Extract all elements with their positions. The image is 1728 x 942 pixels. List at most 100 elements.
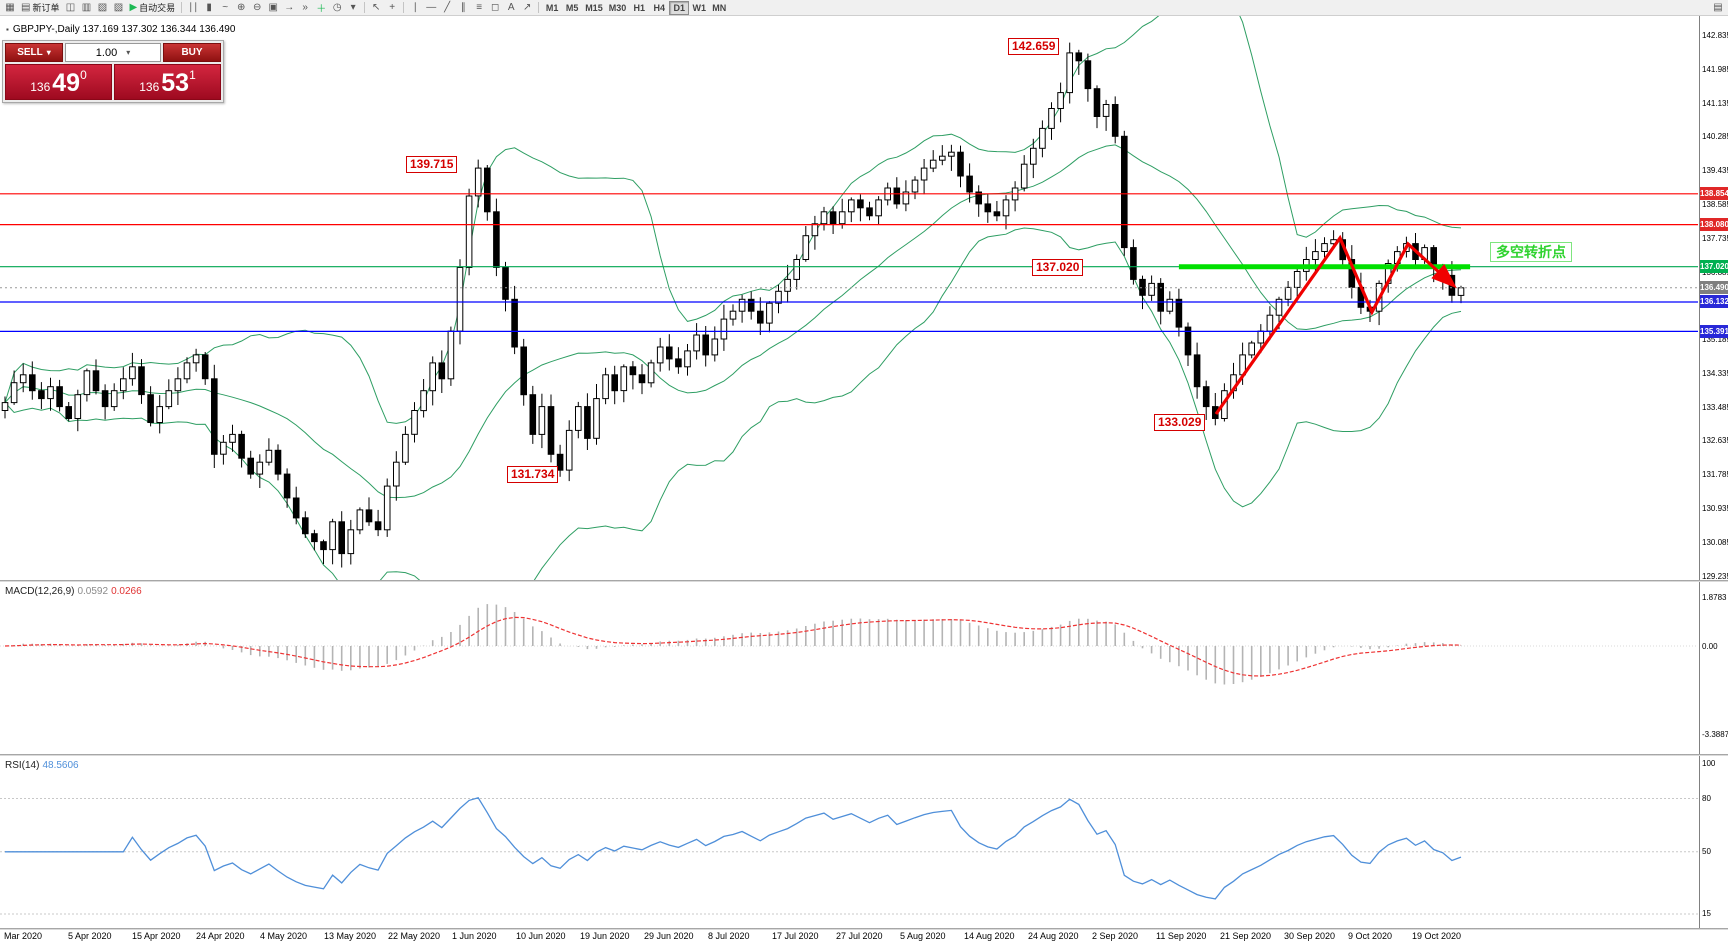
chart-window-menu-button[interactable]: ▤: [1713, 2, 1723, 13]
buy-price-tile[interactable]: 136 53 1: [114, 64, 221, 100]
shapes-tool-button[interactable]: ◻: [487, 1, 503, 15]
rsi-axis-label: 50: [1702, 847, 1711, 857]
timeframe-m5-button[interactable]: M5: [565, 2, 579, 13]
new-chart-button[interactable]: ▦: [2, 1, 18, 15]
symbol-ohlc-text: GBPJPY-,Daily 137.169 137.302 136.344 13…: [12, 24, 236, 35]
rsi-line: [5, 797, 1462, 900]
timeframe-m30-button[interactable]: M30: [608, 2, 627, 13]
timeframe-mn-button[interactable]: MN: [712, 2, 727, 13]
candlestick-chart[interactable]: [0, 16, 1698, 580]
sell-big-figure: 136: [30, 80, 51, 94]
fibonacci-tool-button[interactable]: ≡: [471, 1, 487, 15]
time-axis-label: 5 Apr 2020: [68, 931, 112, 941]
sell-button[interactable]: SELL ▾: [5, 43, 63, 62]
arrow-tool-button[interactable]: ↗: [519, 1, 535, 15]
zoom-in-button[interactable]: ⊕: [233, 1, 249, 15]
one-click-trading-panel: SELL ▾ 1.00 ▾ BUY 136 49 0 136 53 1: [2, 40, 224, 103]
candlestick-mode-button[interactable]: ▮: [201, 1, 217, 15]
horizontal-lines[interactable]: [0, 193, 1698, 332]
price-callout-142.659[interactable]: 142.659: [1008, 38, 1060, 55]
data-window-button[interactable]: ▧: [94, 1, 110, 15]
macd-main-value: 0.0592: [77, 586, 109, 597]
text-tool-icon: A: [507, 2, 515, 13]
timeframe-m15-button[interactable]: M15: [585, 2, 603, 13]
chart-profiles-button[interactable]: ◫: [62, 1, 78, 15]
panel-separator[interactable]: [0, 580, 1728, 582]
bar-chart-mode-icon: ∣∣: [188, 2, 199, 13]
crosshair-tool-icon: +: [389, 2, 396, 13]
rsi-indicator-chart[interactable]: [0, 758, 1698, 928]
auto-scroll-icon: →: [284, 2, 295, 13]
price-callout-131.734[interactable]: 131.734: [507, 466, 559, 483]
data-window-icon: ▧: [97, 2, 108, 13]
volume-dropdown-icon[interactable]: ▾: [126, 48, 131, 57]
toolbar-separator: [538, 2, 540, 13]
text-tool-button[interactable]: A: [503, 1, 519, 15]
macd-label: MACD(12,26,9) 0.0592 0.0266: [5, 586, 142, 597]
time-axis-label: 27 Jul 2020: [836, 931, 883, 941]
zoom-in-icon: ⊕: [236, 2, 246, 13]
panel-separator: [0, 928, 1728, 930]
navigator-button[interactable]: ▨: [110, 1, 126, 15]
time-axis-label: 19 Jun 2020: [580, 931, 630, 941]
sell-price-tile[interactable]: 136 49 0: [5, 64, 112, 100]
price-callout-139.715[interactable]: 139.715: [406, 156, 458, 173]
chart-symbol-header: ▪ GBPJPY-,Daily 137.169 137.302 136.344 …: [6, 24, 235, 35]
market-watch-button[interactable]: ▥: [78, 1, 94, 15]
sell-dropdown-icon[interactable]: ▾: [46, 48, 51, 57]
vertical-line-tool-button[interactable]: ∣: [407, 1, 423, 15]
new-order-button[interactable]: ▤ 新订单: [18, 1, 62, 15]
timeframe-h1-button[interactable]: H1: [633, 2, 645, 13]
time-axis-label: 30 Sep 2020: [1284, 931, 1336, 941]
chart-shift-button[interactable]: »: [297, 1, 313, 15]
crosshair-tool-button[interactable]: +: [384, 1, 400, 15]
price-axis-label: 138.585: [1702, 199, 1728, 209]
autotrading-label: 自动交易: [139, 3, 176, 13]
rsi-axis-label: 80: [1702, 794, 1711, 804]
price-axis-label: 137.735: [1702, 233, 1728, 243]
cursor-tool-icon: ↖: [371, 2, 381, 13]
zoom-out-button[interactable]: ⊖: [249, 1, 265, 15]
rsi-label: RSI(14) 48.5606: [5, 760, 79, 771]
trendline-tool-button[interactable]: ╱: [439, 1, 455, 15]
timeframe-w1-button[interactable]: W1: [692, 2, 706, 13]
macd-name: MACD(12,26,9): [5, 586, 75, 597]
price-tag-135.391: 135.391: [1700, 324, 1728, 338]
trend-arrow[interactable]: [1214, 234, 1457, 415]
autotrading-button[interactable]: ▶ 自动交易: [126, 1, 178, 15]
volume-input[interactable]: 1.00 ▾: [65, 43, 161, 62]
add-indicator-button[interactable]: ＋: [313, 1, 329, 15]
timeframe-h4-button[interactable]: H4: [653, 2, 665, 13]
timeframe-m1-button[interactable]: M1: [545, 2, 559, 13]
templates-button[interactable]: ▾: [345, 1, 361, 15]
price-axis-label: 139.435: [1702, 166, 1728, 176]
price-callout-137.020[interactable]: 137.020: [1032, 259, 1084, 276]
time-axis-label: Mar 2020: [4, 931, 43, 941]
templates-icon: ▾: [350, 2, 356, 13]
price-axis-label: 133.485: [1702, 402, 1728, 412]
price-axis[interactable]: 142.835 141.985 141.135 140.285 139.435 138.5…: [1699, 16, 1728, 930]
time-axis-label: 24 Apr 2020: [196, 931, 245, 941]
time-axis-label: 5 Aug 2020: [900, 931, 946, 941]
channel-tool-button[interactable]: ∥: [455, 1, 471, 15]
tile-windows-button[interactable]: ▣: [265, 1, 281, 15]
price-callout-133.029[interactable]: 133.029: [1154, 414, 1206, 431]
sell-fraction: 0: [80, 68, 87, 82]
bar-chart-mode-button[interactable]: ∣∣: [185, 1, 201, 15]
time-axis-label: 14 Aug 2020: [964, 931, 1015, 941]
buy-button[interactable]: BUY: [163, 43, 221, 62]
chart-text-annotation[interactable]: 多空转折点: [1490, 242, 1572, 262]
time-axis[interactable]: Mar 2020 5 Apr 2020 15 Apr 2020 24 Apr 2020…: [0, 930, 1698, 942]
macd-indicator-chart[interactable]: [0, 584, 1698, 754]
price-axis-label: 134.335: [1702, 368, 1728, 378]
toolbar-separator: [403, 2, 405, 13]
line-chart-mode-button[interactable]: ~: [217, 1, 233, 15]
cursor-tool-button[interactable]: ↖: [368, 1, 384, 15]
auto-scroll-button[interactable]: →: [281, 1, 297, 15]
period-selector-button[interactable]: ◷: [329, 1, 345, 15]
time-axis-label: 29 Jun 2020: [644, 931, 694, 941]
timeframe-d1-button[interactable]: D1: [669, 0, 690, 15]
horizontal-line-tool-button[interactable]: ―: [423, 1, 439, 15]
price-axis-label: 129.235: [1702, 571, 1728, 581]
panel-separator[interactable]: [0, 754, 1728, 756]
